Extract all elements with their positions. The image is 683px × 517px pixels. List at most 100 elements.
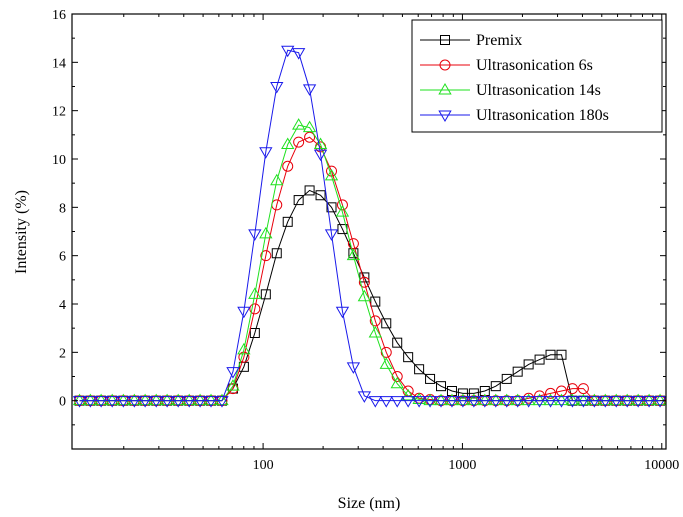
legend: Premix Ultrasonication 6s Ultrasonication … [411,19,663,133]
legend-label: Premix [476,32,522,49]
data-point [313,149,328,162]
data-point [390,396,404,408]
data-point [543,396,558,408]
data-point [467,396,481,408]
data-point [369,315,381,327]
data-point [335,306,350,319]
y-tick-label: 8 [59,201,66,216]
data-point [346,248,361,261]
data-point [72,393,87,406]
data-point [94,393,108,406]
x-tick-label: 1000 [448,458,476,473]
data-point [357,391,372,403]
legend-marker [438,110,452,122]
data-point [105,393,119,406]
data-point [500,393,514,406]
legend-entries: Premix Ultrasonication 6s Ultrasonication … [420,32,609,124]
data-point [445,393,459,406]
series-line [79,49,661,402]
data-point [414,364,425,375]
data-point [523,359,534,370]
data-point [534,354,545,365]
data-point [468,388,479,399]
data-point [390,376,404,389]
legend-marker [439,59,451,71]
legend-item: Ultrasonication 14s [420,82,601,99]
data-point [315,190,326,201]
data-point [532,396,547,408]
data-point [302,84,317,96]
x-axis-title: Size (nm) [338,495,401,512]
data-point [423,396,437,408]
legend-label: Ultrasonication 14s [476,82,601,99]
data-point [423,393,437,406]
data-point [204,396,218,408]
data-point [346,362,361,374]
data-point [324,229,339,241]
data-point [326,202,337,213]
legend-marker [438,83,452,95]
data-point [368,396,382,408]
data-point [434,393,448,406]
data-point [512,366,523,377]
data-point [456,396,470,408]
data-point [490,381,501,392]
data-point [357,289,372,302]
legend-item: Ultrasonication 180s [420,107,609,124]
data-point [653,396,667,408]
y-tick-label: 0 [59,395,66,410]
data-point [347,238,359,250]
data-point [193,393,207,406]
series-4 [72,45,667,408]
data-point [116,396,130,408]
data-point [127,396,142,408]
data-point [545,387,557,399]
data-point [598,396,612,408]
data-point [467,393,481,406]
data-point [237,342,251,355]
data-point [105,396,119,408]
data-point [457,388,468,399]
data-point [620,396,634,408]
y-tick-label: 12 [52,105,66,120]
x-tick-label: 10000 [644,458,679,473]
data-point [403,352,414,363]
data-point [566,383,578,395]
y-tick-label: 10 [52,153,66,168]
data-point [313,137,328,149]
data-point [587,393,602,406]
data-point [478,393,492,406]
data-point [653,393,667,406]
data-point [425,373,436,384]
data-point [259,226,273,239]
data-point [171,393,185,406]
data-point [545,349,556,360]
data-point [291,118,306,130]
data-point [445,396,459,408]
data-point [249,328,260,338]
y-tick-label: 2 [59,346,66,361]
data-point [271,248,282,259]
data-point [94,396,108,408]
data-point [609,393,623,406]
data-point [281,137,295,149]
data-point [304,185,315,196]
data-point [381,318,392,329]
data-point [642,396,656,408]
y-axis-title: Intensity (%) [13,190,30,274]
data-point [160,396,174,408]
data-point [456,393,470,406]
data-point [543,393,558,406]
data-point [379,396,393,408]
legend-box [411,19,663,133]
data-point [500,396,514,408]
data-point [182,396,196,408]
data-point [576,396,591,408]
data-point [226,379,240,391]
data-point [149,396,163,408]
data-point [72,396,87,408]
axes-layer: 0 2 4 6 8 10 12 14 16 100 1000 10000 [52,8,679,473]
y-tick-label: 4 [59,298,66,313]
data-point [171,396,185,408]
